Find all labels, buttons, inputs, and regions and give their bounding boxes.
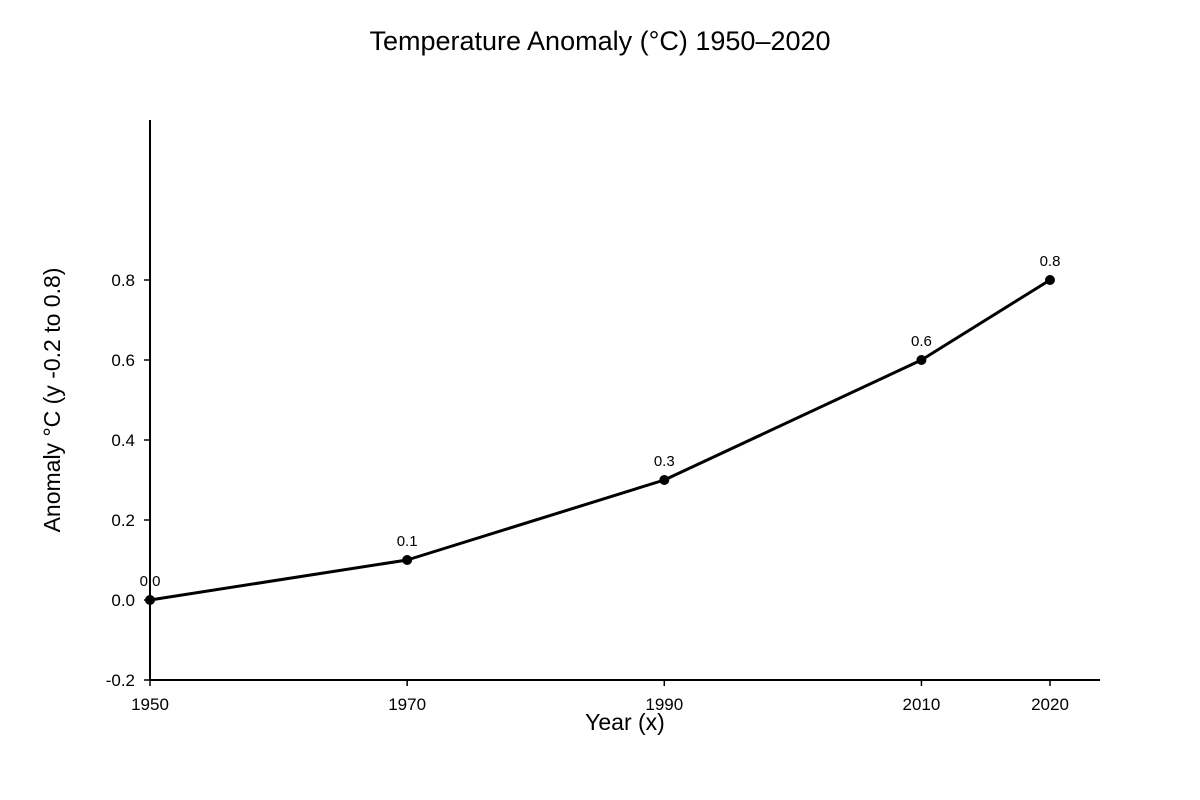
x-tick-label: 1950	[131, 695, 169, 714]
chart-title: Temperature Anomaly (°C) 1950–2020	[369, 26, 830, 56]
y-tick-label: 0.2	[111, 511, 135, 530]
data-label: 0.1	[397, 533, 418, 550]
x-tick-label: 1970	[388, 695, 426, 714]
x-tick-label: 2010	[903, 695, 941, 714]
data-label: 0.3	[654, 453, 675, 470]
y-axis-label: Anomaly °C (y -0.2 to 0.8)	[39, 268, 65, 533]
data-label: 0.6	[911, 333, 932, 350]
data-point	[916, 355, 927, 365]
data-point	[1045, 275, 1055, 285]
series-line	[148, 278, 1052, 602]
axes	[149, 120, 1100, 681]
x-tick-label: 1990	[645, 695, 683, 714]
data-label: 0.8	[1040, 253, 1061, 270]
y-tick-label: 0.6	[111, 351, 135, 370]
data-point	[145, 595, 155, 605]
data-point	[402, 555, 413, 565]
x-tick-label: 2020	[1031, 695, 1069, 714]
ticks: 1950 1970 1990 2010 2020 -0.2 0.0 0.2 0.4 0.6 0.8	[106, 271, 1069, 714]
x-axis-label: Year (x)	[585, 709, 665, 735]
data-point	[659, 475, 670, 485]
y-tick-label: 0.8	[111, 271, 135, 290]
y-tick-label: -0.2	[106, 671, 135, 690]
y-tick-label: 0.4	[111, 431, 135, 450]
series	[145, 275, 1055, 605]
data-label: 0.0	[140, 573, 161, 590]
data-labels: 0.0 0.1 0.3 0.6 0.8	[140, 253, 1061, 590]
y-tick-label: 0.0	[111, 591, 135, 610]
